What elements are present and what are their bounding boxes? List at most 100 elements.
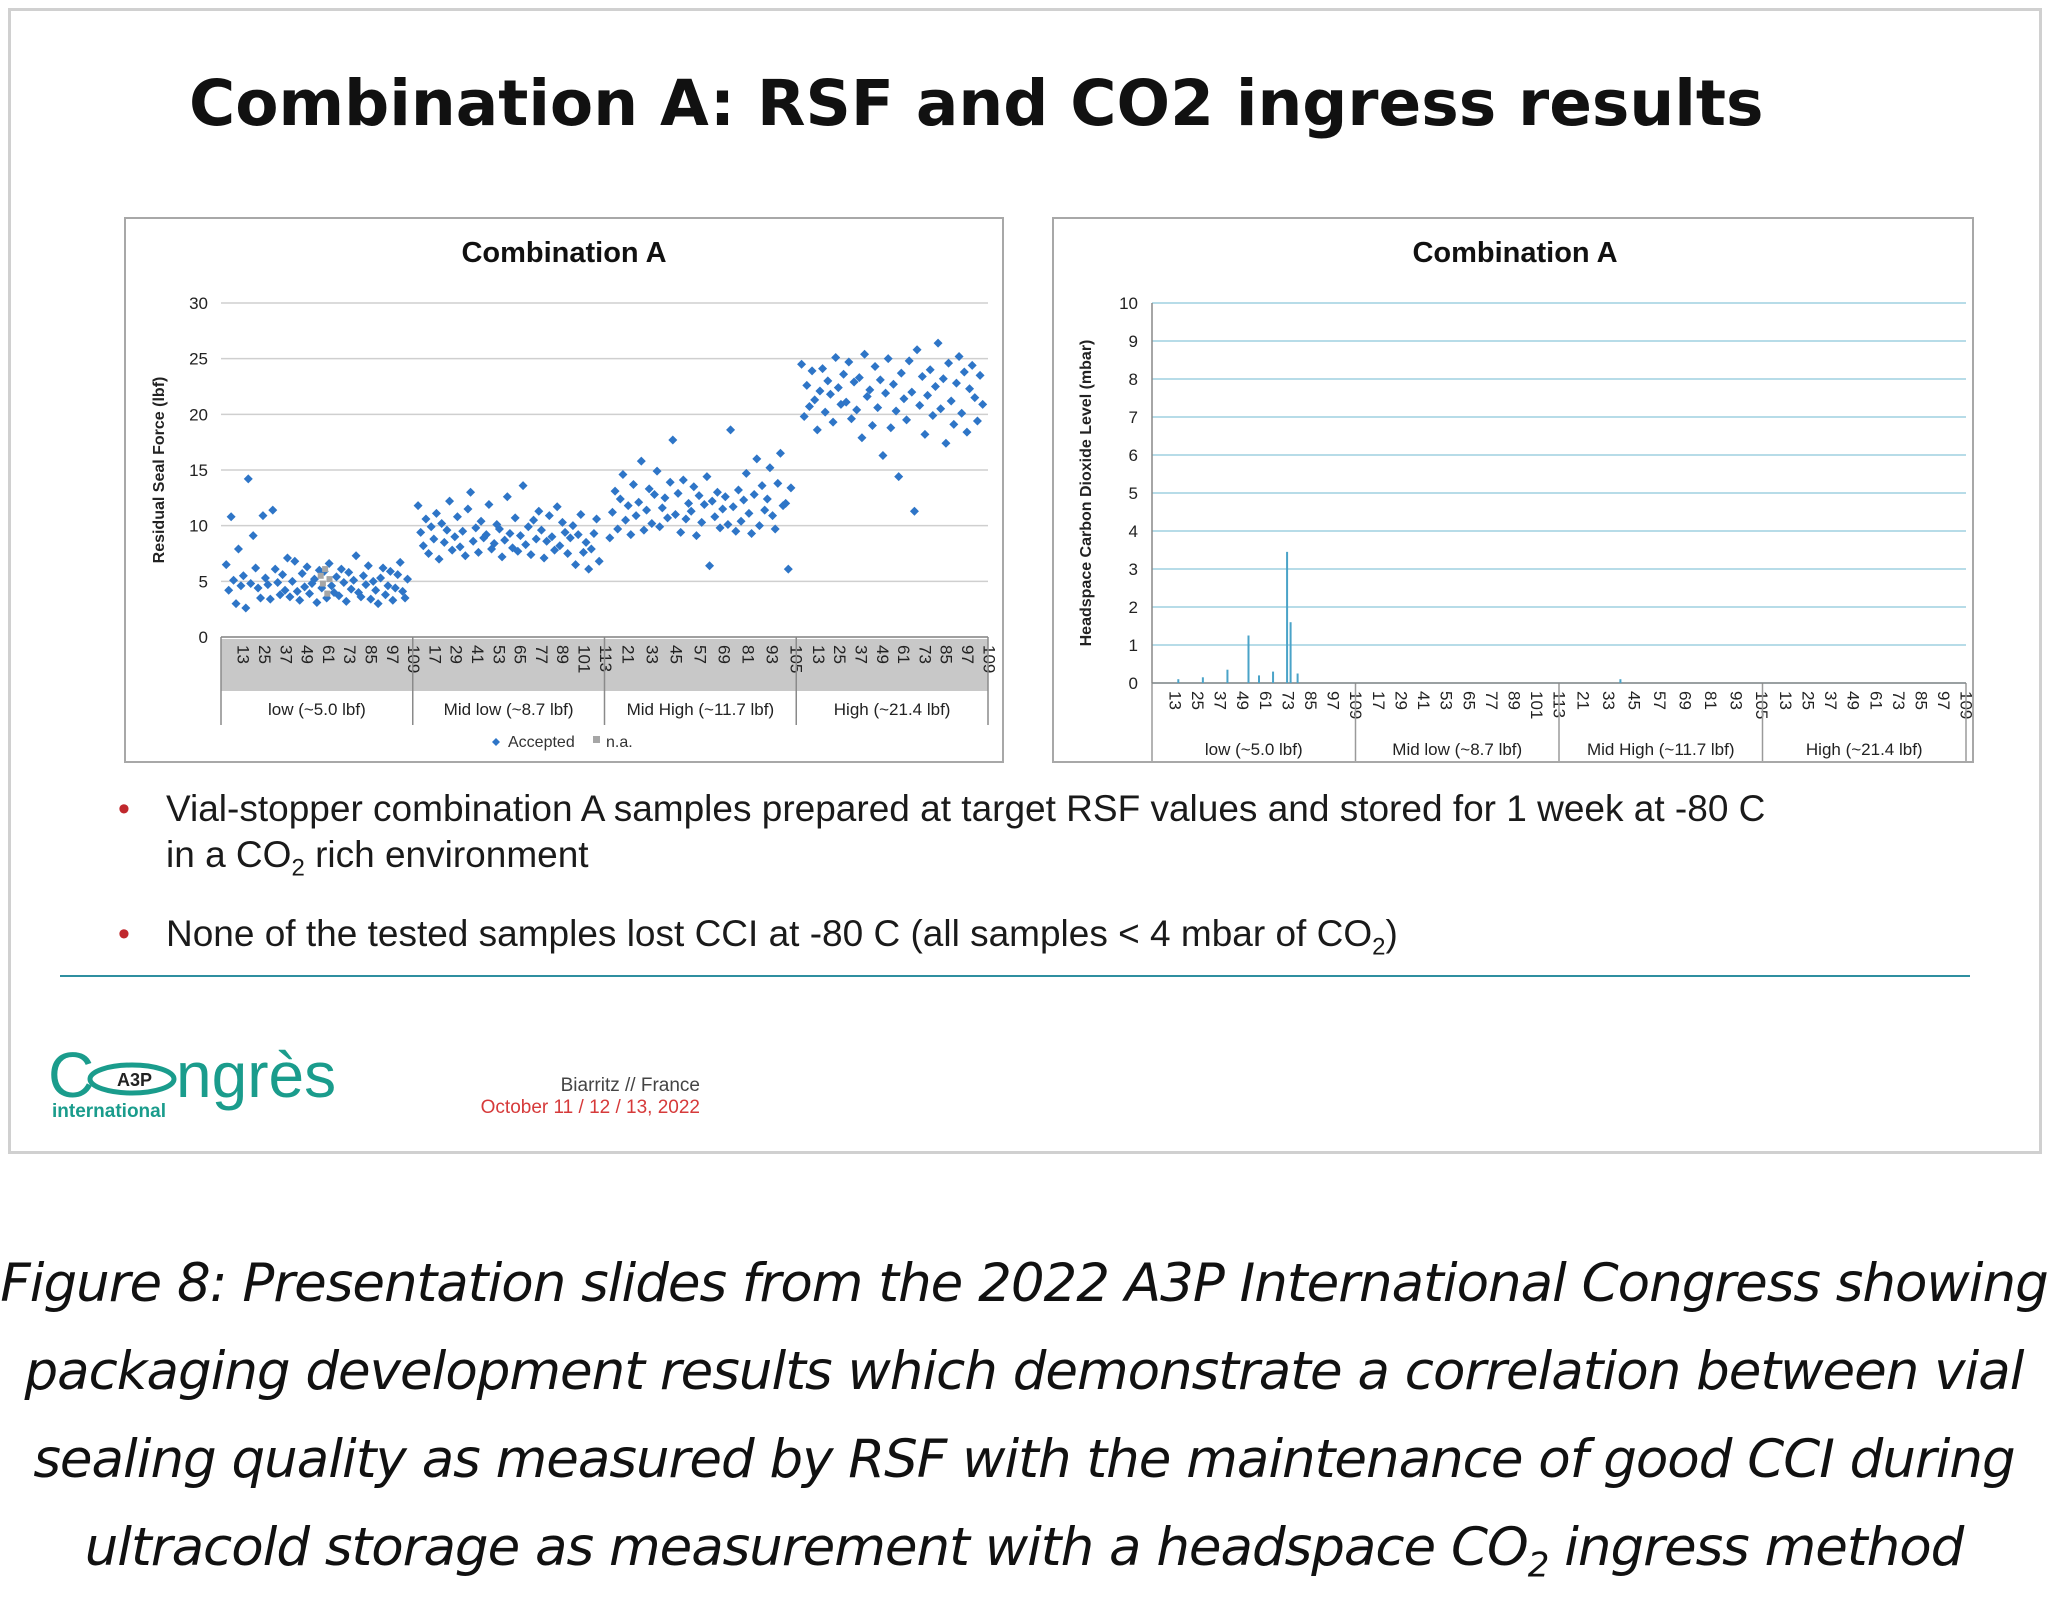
accepted-point xyxy=(497,552,507,562)
accepted-point xyxy=(626,530,636,540)
accepted-point xyxy=(563,549,573,558)
x-tick-label: 49 xyxy=(1233,691,1252,710)
accepted-point xyxy=(886,423,896,433)
accepted-point xyxy=(733,485,743,495)
x-tick-label: 33 xyxy=(642,645,661,664)
accepted-point xyxy=(610,486,620,496)
accepted-point xyxy=(518,481,528,491)
accepted-point xyxy=(327,581,337,591)
bullet-text: None of the tested samples lost CCI at -… xyxy=(166,913,1373,955)
accepted-point xyxy=(815,386,825,396)
accepted-point xyxy=(373,599,383,609)
na-point xyxy=(319,580,326,587)
accepted-point xyxy=(615,494,625,504)
x-tick-label: 97 xyxy=(383,645,402,664)
accepted-point xyxy=(450,532,460,542)
accepted-point xyxy=(710,512,720,522)
accepted-point xyxy=(749,489,759,499)
x-tick-label: 49 xyxy=(298,645,317,664)
accepted-point xyxy=(975,370,985,380)
figure-caption: Figure 8: Presentation slides from the 2… xyxy=(0,1240,2048,1610)
accepted-point xyxy=(238,571,248,581)
y-tick-label: 10 xyxy=(1119,294,1138,313)
accepted-point xyxy=(673,488,683,498)
y-tick-label: 0 xyxy=(199,628,208,647)
event-info: Biarritz // France October 11 / 12 / 13,… xyxy=(470,1075,700,1119)
accepted-point xyxy=(825,389,835,399)
accepted-point xyxy=(513,546,523,556)
accepted-point xyxy=(336,564,346,574)
accepted-point xyxy=(828,417,838,427)
bullet-list: • Vial-stopper combination A samples pre… xyxy=(110,786,1910,991)
accepted-point xyxy=(978,399,988,409)
accepted-point xyxy=(881,388,891,398)
accepted-point xyxy=(500,535,510,545)
accepted-point xyxy=(349,575,359,585)
accepted-point xyxy=(702,472,712,482)
x-tick-label: 57 xyxy=(690,645,709,664)
accepted-point xyxy=(295,595,305,605)
x-tick-label: 85 xyxy=(361,645,380,664)
accepted-point xyxy=(652,466,662,476)
accepted-point xyxy=(820,407,830,417)
accepted-point xyxy=(728,502,738,512)
accepted-point xyxy=(723,520,733,530)
x-tick-label: 57 xyxy=(1650,691,1669,710)
accepted-point xyxy=(476,516,486,526)
x-tick-label: 37 xyxy=(852,645,871,664)
accepted-point xyxy=(923,390,933,400)
accepted-point xyxy=(568,521,578,531)
x-tick-label: 97 xyxy=(958,645,977,664)
na-point xyxy=(322,566,329,573)
na-point xyxy=(326,576,333,583)
accepted-point xyxy=(473,547,483,557)
accepted-point xyxy=(818,364,828,374)
accepted-point xyxy=(862,392,872,402)
accepted-point xyxy=(270,564,280,574)
accepted-point xyxy=(959,367,969,377)
x-tick-label: 13 xyxy=(234,645,253,664)
accepted-point xyxy=(760,505,770,515)
accepted-point xyxy=(534,506,544,516)
accepted-point xyxy=(807,366,817,376)
y-tick-label: 8 xyxy=(1129,370,1138,389)
y-tick-label: 3 xyxy=(1129,560,1138,579)
accepted-point xyxy=(849,377,859,387)
y-tick-label: 30 xyxy=(189,294,208,313)
accepted-point xyxy=(282,553,292,563)
accepted-point xyxy=(657,503,667,513)
x-tick-label: 109 xyxy=(1957,691,1972,719)
accepted-point xyxy=(413,501,423,511)
accepted-point xyxy=(263,580,273,590)
na-point xyxy=(324,590,331,597)
y-tick-label: 10 xyxy=(189,517,208,536)
legend-na-marker xyxy=(593,736,600,743)
accepted-point xyxy=(346,584,356,594)
y-axis-label: Headspace Carbon Dioxide Level (mbar) xyxy=(1078,340,1095,647)
accepted-point xyxy=(684,498,694,508)
y-tick-label: 5 xyxy=(1129,484,1138,503)
accepted-point xyxy=(390,583,400,593)
accepted-point xyxy=(494,524,504,534)
x-tick-label: 21 xyxy=(1574,691,1593,710)
legend-accepted-marker xyxy=(492,738,500,746)
accepted-point xyxy=(925,365,935,375)
accepted-point xyxy=(523,522,533,532)
x-tick-label: 85 xyxy=(1301,691,1320,710)
accepted-point xyxy=(799,412,809,422)
accepted-point xyxy=(854,373,864,383)
accepted-point xyxy=(936,404,946,414)
x-tick-label: 33 xyxy=(1599,691,1618,710)
x-tick-label: 73 xyxy=(340,645,359,664)
x-tick-label: 37 xyxy=(276,645,295,664)
x-tick-label: 29 xyxy=(1391,691,1410,710)
accepted-point xyxy=(628,479,638,489)
subscript: 2 xyxy=(1372,933,1386,961)
x-tick-label: 41 xyxy=(1414,691,1433,710)
accepted-point xyxy=(720,492,730,502)
accepted-point xyxy=(707,496,717,506)
x-tick-label: 61 xyxy=(319,645,338,664)
accepted-point xyxy=(844,357,854,367)
group-label: Mid low (~8.7 lbf) xyxy=(444,700,574,719)
x-tick-label: 73 xyxy=(915,645,934,664)
